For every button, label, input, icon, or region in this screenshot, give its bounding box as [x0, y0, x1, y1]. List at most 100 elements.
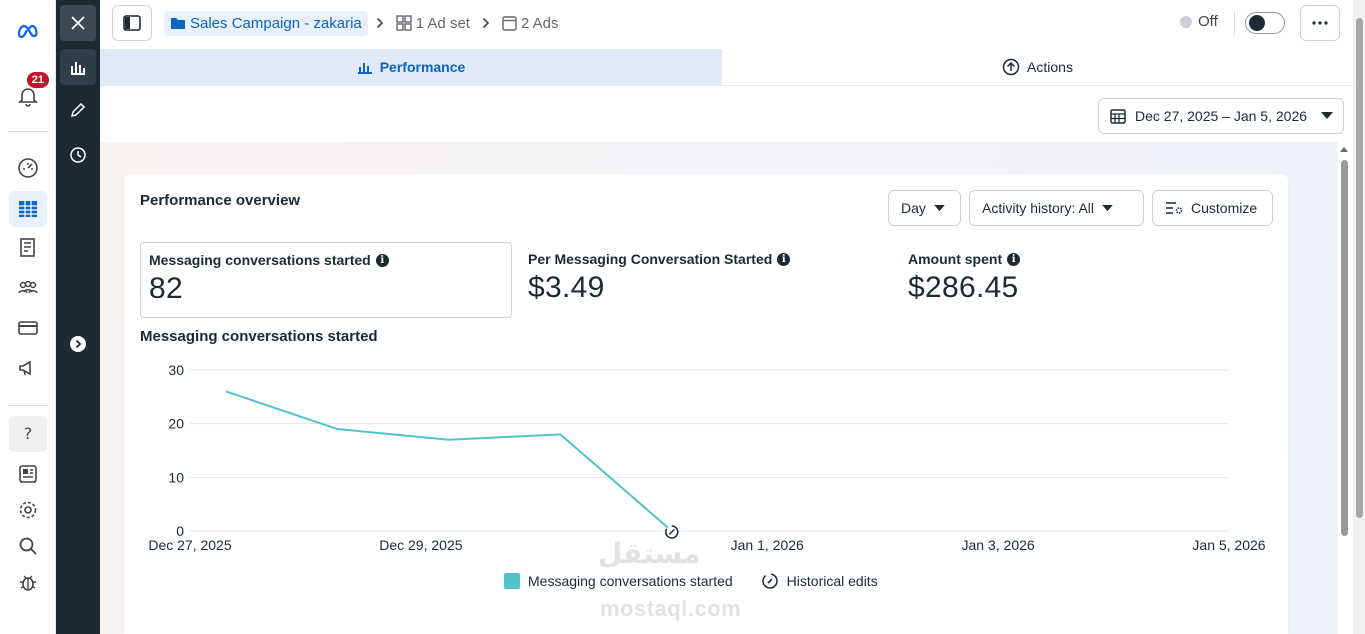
- table-icon[interactable]: [9, 191, 47, 227]
- historical-edit-marker-needle: [668, 528, 675, 536]
- y-tick-label: 30: [168, 362, 184, 378]
- metric-cost-per-conversation[interactable]: Per Messaging Conversation Started i $3.4…: [520, 242, 880, 318]
- breadcrumb-adset-label: 1 Ad set: [415, 14, 470, 32]
- breadcrumb-ads[interactable]: 2 Ads: [498, 11, 563, 36]
- tab-actions[interactable]: Actions: [722, 49, 1353, 85]
- audience-icon[interactable]: [9, 270, 47, 306]
- left-nav-rail: 21 ?: [0, 0, 56, 634]
- metric-messaging-conversations[interactable]: Messaging conversations started i 82: [140, 242, 512, 318]
- x-tick-label: Dec 27, 2025: [148, 537, 231, 553]
- metric-label: Messaging conversations started: [149, 252, 371, 268]
- x-tick-label: Jan 1, 2026: [731, 537, 804, 553]
- arrow-up-circle-icon: [1002, 58, 1020, 76]
- more-options-button[interactable]: [1300, 5, 1340, 41]
- info-icon[interactable]: i: [375, 253, 389, 267]
- day-dropdown-label: Day: [901, 200, 926, 216]
- info-icon[interactable]: i: [1007, 252, 1021, 266]
- customize-sliders-icon: [1166, 202, 1183, 214]
- side-panel-icon: [123, 15, 141, 31]
- tab-performance[interactable]: Performance: [100, 49, 722, 85]
- news-icon[interactable]: [9, 456, 47, 492]
- caret-down-icon: [1321, 112, 1333, 119]
- chart-title: Messaging conversations started: [140, 328, 378, 345]
- line-chart: 0 10 20 30 Dec 27, 2025 Dec 29, 2025 Jan 1, 20…: [148, 362, 1265, 553]
- campaign-on-off-toggle[interactable]: [1245, 12, 1285, 34]
- search-icon[interactable]: [9, 528, 47, 564]
- clock-icon[interactable]: [60, 137, 96, 173]
- caret-down-icon: [934, 204, 945, 211]
- watermark-latin: mostaql.com: [600, 596, 742, 621]
- bug-icon[interactable]: [9, 564, 47, 600]
- settings-gear-icon[interactable]: [9, 492, 47, 528]
- bar-chart-icon: [357, 63, 372, 74]
- legend-historical-edits-label: Historical edits: [786, 573, 878, 589]
- editor-tool-strip: [56, 0, 100, 634]
- rail-divider: [8, 131, 48, 132]
- toggle-panel-button[interactable]: [112, 5, 152, 41]
- pages-icon[interactable]: [9, 230, 47, 266]
- metric-label: Per Messaging Conversation Started: [528, 251, 773, 267]
- billing-card-icon[interactable]: [9, 310, 47, 346]
- tab-actions-label: Actions: [1027, 59, 1073, 75]
- x-tick-label: Jan 3, 2026: [962, 537, 1035, 553]
- date-range-picker[interactable]: Dec 27, 2025 – Jan 5, 2026: [1098, 98, 1344, 134]
- historical-edits-icon: [761, 573, 778, 589]
- chevron-right-icon: [368, 17, 392, 29]
- chart-legend: Messaging conversations started Historic…: [504, 572, 878, 590]
- expand-chevron-icon[interactable]: [60, 326, 96, 362]
- breadcrumb: Sales Campaign - zakaria 1 Ad set 2 Ads: [164, 9, 563, 37]
- toolbar-divider: [1234, 11, 1235, 35]
- dashboard-icon[interactable]: [9, 150, 47, 186]
- ad-icon: [502, 15, 517, 31]
- breadcrumb-adset[interactable]: 1 Ad set: [392, 11, 474, 36]
- legend-series-label: Messaging conversations started: [528, 573, 733, 589]
- svg-text:?: ?: [24, 424, 33, 443]
- series-line-messaging-conversations: [225, 390, 673, 532]
- metric-label: Amount spent: [908, 251, 1003, 267]
- watermark-arabic: مستقل: [598, 538, 701, 569]
- chevron-right-icon: [474, 17, 498, 29]
- megaphone-icon[interactable]: [9, 350, 47, 386]
- info-icon[interactable]: i: [777, 252, 791, 266]
- customize-label: Customize: [1191, 200, 1258, 216]
- metric-amount-spent[interactable]: Amount spent i $286.45: [900, 242, 1260, 318]
- breadcrumb-campaign-label: Sales Campaign - zakaria: [190, 14, 362, 32]
- performance-overview-card: Performance overview Day Activity histor…: [124, 174, 1288, 634]
- y-tick-label: 0: [176, 523, 184, 539]
- metric-value: 82: [149, 272, 183, 305]
- card-title: Performance overview: [140, 192, 301, 209]
- x-tick-label: Dec 29, 2025: [379, 537, 462, 553]
- legend-swatch: [504, 573, 520, 589]
- customize-button[interactable]: Customize: [1152, 190, 1273, 226]
- activity-history-label: Activity history: All: [982, 200, 1095, 216]
- notification-badge: 21: [26, 72, 49, 88]
- date-range-label: Dec 27, 2025 – Jan 5, 2026: [1135, 108, 1308, 124]
- activity-history-dropdown[interactable]: Activity history: All: [969, 190, 1144, 226]
- legend-item-historical-edits[interactable]: Historical edits: [761, 572, 878, 590]
- metric-value: $286.45: [908, 271, 1019, 304]
- bar-chart-icon[interactable]: [60, 49, 96, 85]
- content-scrollbar-thumb[interactable]: [1341, 160, 1348, 536]
- caret-down-icon: [1102, 204, 1113, 211]
- pencil-icon[interactable]: [60, 92, 96, 128]
- y-tick-label: 10: [168, 469, 184, 485]
- toggle-knob: [1249, 15, 1265, 31]
- scroll-up-arrow-icon[interactable]: [1339, 144, 1349, 154]
- bell-icon[interactable]: 21: [9, 72, 49, 114]
- view-tabs: Performance Actions: [100, 48, 1353, 86]
- folder-icon: [171, 18, 185, 29]
- legend-item-series[interactable]: Messaging conversations started: [504, 573, 733, 589]
- delivery-status: Off: [1180, 13, 1218, 30]
- day-dropdown[interactable]: Day: [888, 190, 961, 226]
- status-dot-icon: [1180, 15, 1192, 28]
- grid-icon: [396, 15, 412, 31]
- page-scrollbar-thumb[interactable]: [1356, 18, 1363, 518]
- top-bar: Sales Campaign - zakaria 1 Ad set 2 Ads …: [100, 0, 1365, 46]
- calendar-icon: [1110, 109, 1126, 124]
- rail-divider: [8, 405, 48, 406]
- breadcrumb-campaign[interactable]: Sales Campaign - zakaria: [164, 10, 368, 36]
- y-tick-label: 20: [168, 416, 184, 432]
- meta-logo-icon[interactable]: [9, 13, 47, 49]
- help-icon[interactable]: ?: [9, 416, 47, 452]
- close-icon[interactable]: [60, 5, 96, 41]
